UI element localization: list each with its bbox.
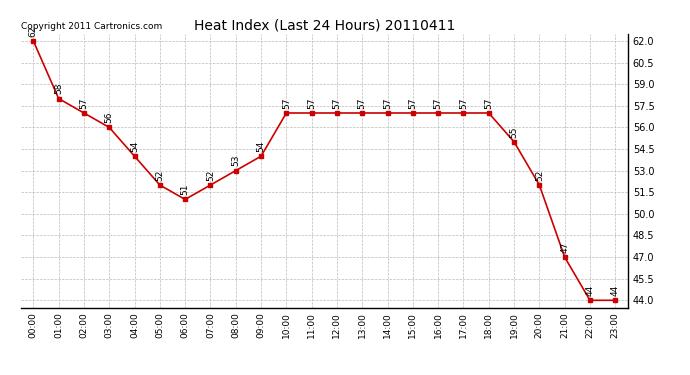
Text: 57: 57 bbox=[408, 98, 417, 109]
Text: 57: 57 bbox=[79, 98, 88, 109]
Text: 57: 57 bbox=[333, 98, 342, 109]
Text: 54: 54 bbox=[257, 141, 266, 152]
Text: 53: 53 bbox=[231, 155, 240, 166]
Title: Heat Index (Last 24 Hours) 20110411: Heat Index (Last 24 Hours) 20110411 bbox=[194, 19, 455, 33]
Text: 57: 57 bbox=[307, 98, 316, 109]
Text: 57: 57 bbox=[282, 98, 291, 109]
Text: 55: 55 bbox=[509, 126, 519, 138]
Text: 52: 52 bbox=[535, 170, 544, 181]
Text: 57: 57 bbox=[383, 98, 392, 109]
Text: 58: 58 bbox=[54, 83, 63, 94]
Text: 52: 52 bbox=[206, 170, 215, 181]
Text: 56: 56 bbox=[105, 112, 114, 123]
Text: 47: 47 bbox=[560, 242, 569, 253]
Text: 57: 57 bbox=[459, 98, 468, 109]
Text: 51: 51 bbox=[181, 184, 190, 195]
Text: 52: 52 bbox=[155, 170, 164, 181]
Text: Copyright 2011 Cartronics.com: Copyright 2011 Cartronics.com bbox=[21, 22, 162, 31]
Text: 62: 62 bbox=[29, 26, 38, 37]
Text: 44: 44 bbox=[585, 285, 595, 296]
Text: 54: 54 bbox=[130, 141, 139, 152]
Text: 57: 57 bbox=[484, 98, 493, 109]
Text: 44: 44 bbox=[611, 285, 620, 296]
Text: 57: 57 bbox=[357, 98, 367, 109]
Text: 57: 57 bbox=[433, 98, 443, 109]
